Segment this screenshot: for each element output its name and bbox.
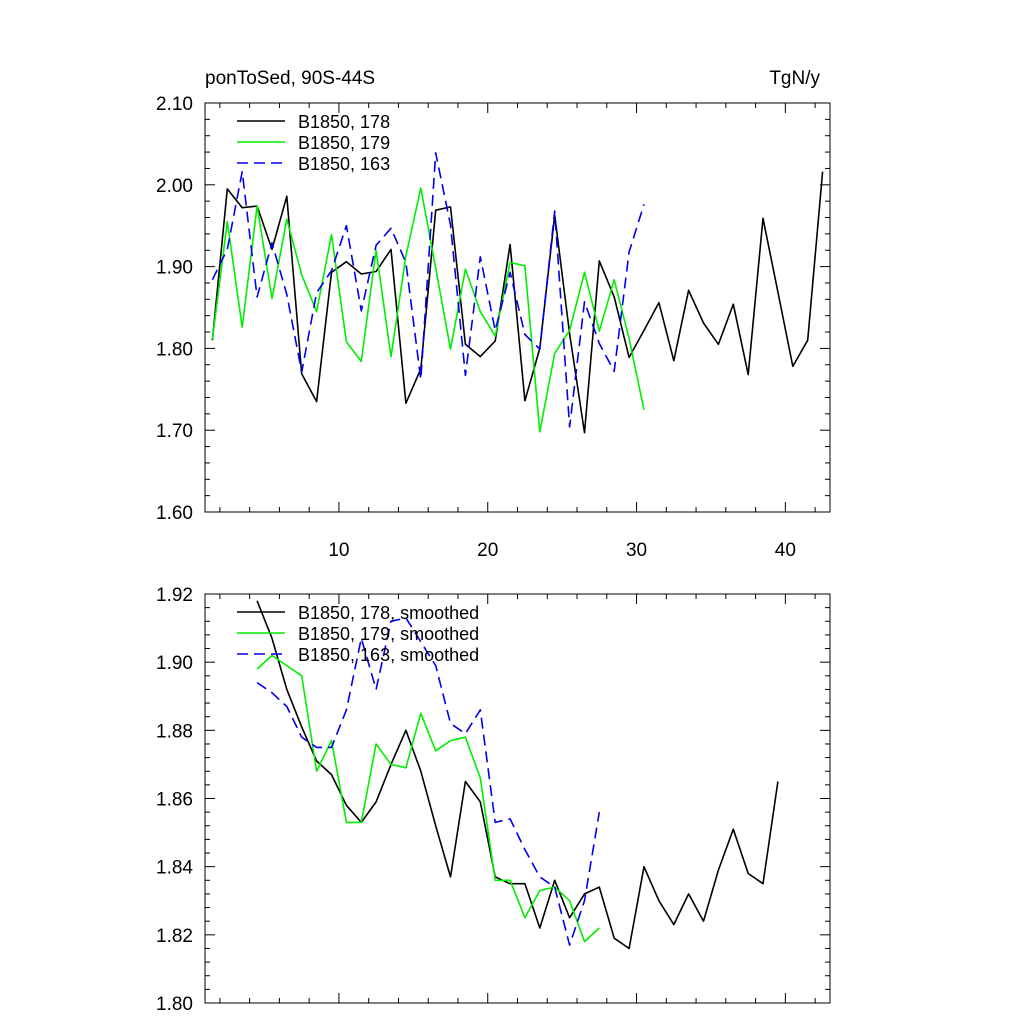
x-tick-label: 20 [477, 540, 498, 561]
y-tick-label: 1.90 [156, 258, 193, 279]
series-line-2 [211, 187, 645, 433]
legend-label: B1850, 163 [298, 154, 390, 174]
series-line-3 [256, 617, 601, 946]
x-tick-label: 10 [328, 540, 349, 561]
y-tick-label: 1.88 [156, 721, 193, 742]
bottom-panel: 1.80 1.82 1.84 1.86 1.88 1.90 1.92 B1850, 178, … [156, 585, 831, 1015]
legend-label: B1850, 179, smoothed [298, 624, 479, 644]
y-tick-label: 1.86 [156, 790, 193, 811]
chart-title: ponToSed, 90S-44S [205, 68, 375, 89]
top-panel: 1.60 1.70 1.80 1.90 2.00 2.10 10 20 30 40 ponToSed… [156, 68, 831, 561]
y-tick-label: 2.00 [156, 176, 193, 197]
series-line-2 [256, 654, 600, 943]
y-tick-label: 1.82 [156, 926, 193, 947]
units-label: TgN/y [769, 68, 820, 89]
y-tick-label: 1.84 [156, 858, 193, 879]
y-tick-label: 1.70 [156, 421, 193, 442]
y-tick-label: 1.80 [156, 994, 193, 1015]
y-tick-label: 2.10 [156, 94, 193, 115]
series-line-3 [211, 152, 645, 428]
y-tick-label: 1.80 [156, 339, 193, 360]
y-tick-label: 1.92 [156, 585, 193, 606]
series-line-1 [211, 171, 824, 434]
y-tick-label: 1.90 [156, 653, 193, 674]
legend-label: B1850, 178, smoothed [298, 603, 479, 623]
legend-label: B1850, 163, smoothed [298, 645, 479, 665]
legend-label: B1850, 178 [298, 112, 390, 132]
legend-label: B1850, 179 [298, 133, 390, 153]
x-tick-label: 40 [775, 540, 796, 561]
x-tick-label: 30 [626, 540, 647, 561]
series-line-1 [256, 600, 779, 950]
y-tick-label: 1.60 [156, 503, 193, 524]
